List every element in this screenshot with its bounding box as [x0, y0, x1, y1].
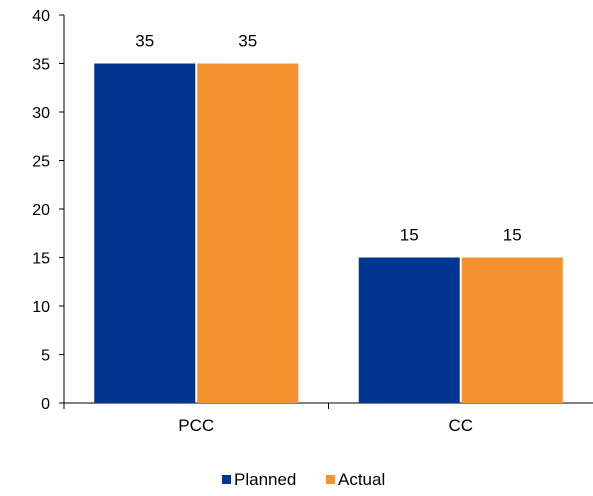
- bar-actual-cc: [461, 257, 563, 403]
- data-label-planned-pcc: 35: [135, 32, 154, 51]
- bar-actual-pcc: [197, 63, 299, 403]
- y-tick-label: 0: [41, 396, 50, 413]
- legend: Planned Actual: [222, 470, 385, 489]
- data-labels: 35 35 15 15: [135, 32, 521, 245]
- category-label-pcc: PCC: [178, 416, 214, 435]
- y-axis: 0 5 10 15 20 25 30 35 40: [32, 8, 65, 413]
- legend-label-actual: Actual: [338, 470, 385, 489]
- y-tick-label: 35: [32, 57, 50, 74]
- data-label-actual-pcc: 35: [238, 32, 257, 51]
- bars: [94, 63, 563, 403]
- category-labels: PCC CC: [178, 416, 473, 435]
- y-tick-label: 15: [32, 251, 50, 268]
- bar-planned-cc: [358, 257, 460, 403]
- y-tick-label: 25: [32, 154, 50, 171]
- y-tick-label: 10: [32, 299, 50, 316]
- bar-planned-pcc: [94, 63, 196, 403]
- data-label-planned-cc: 15: [400, 226, 419, 245]
- legend-swatch-actual: [326, 475, 335, 484]
- x-axis: [63, 402, 593, 409]
- y-tick-label: 30: [32, 105, 50, 122]
- y-tick-label: 5: [41, 348, 50, 365]
- legend-swatch-planned: [222, 475, 231, 484]
- y-tick-label: 20: [32, 202, 50, 219]
- category-label-cc: CC: [448, 416, 473, 435]
- legend-label-planned: Planned: [234, 470, 296, 489]
- data-label-actual-cc: 15: [503, 226, 522, 245]
- y-tick-label: 40: [32, 8, 50, 25]
